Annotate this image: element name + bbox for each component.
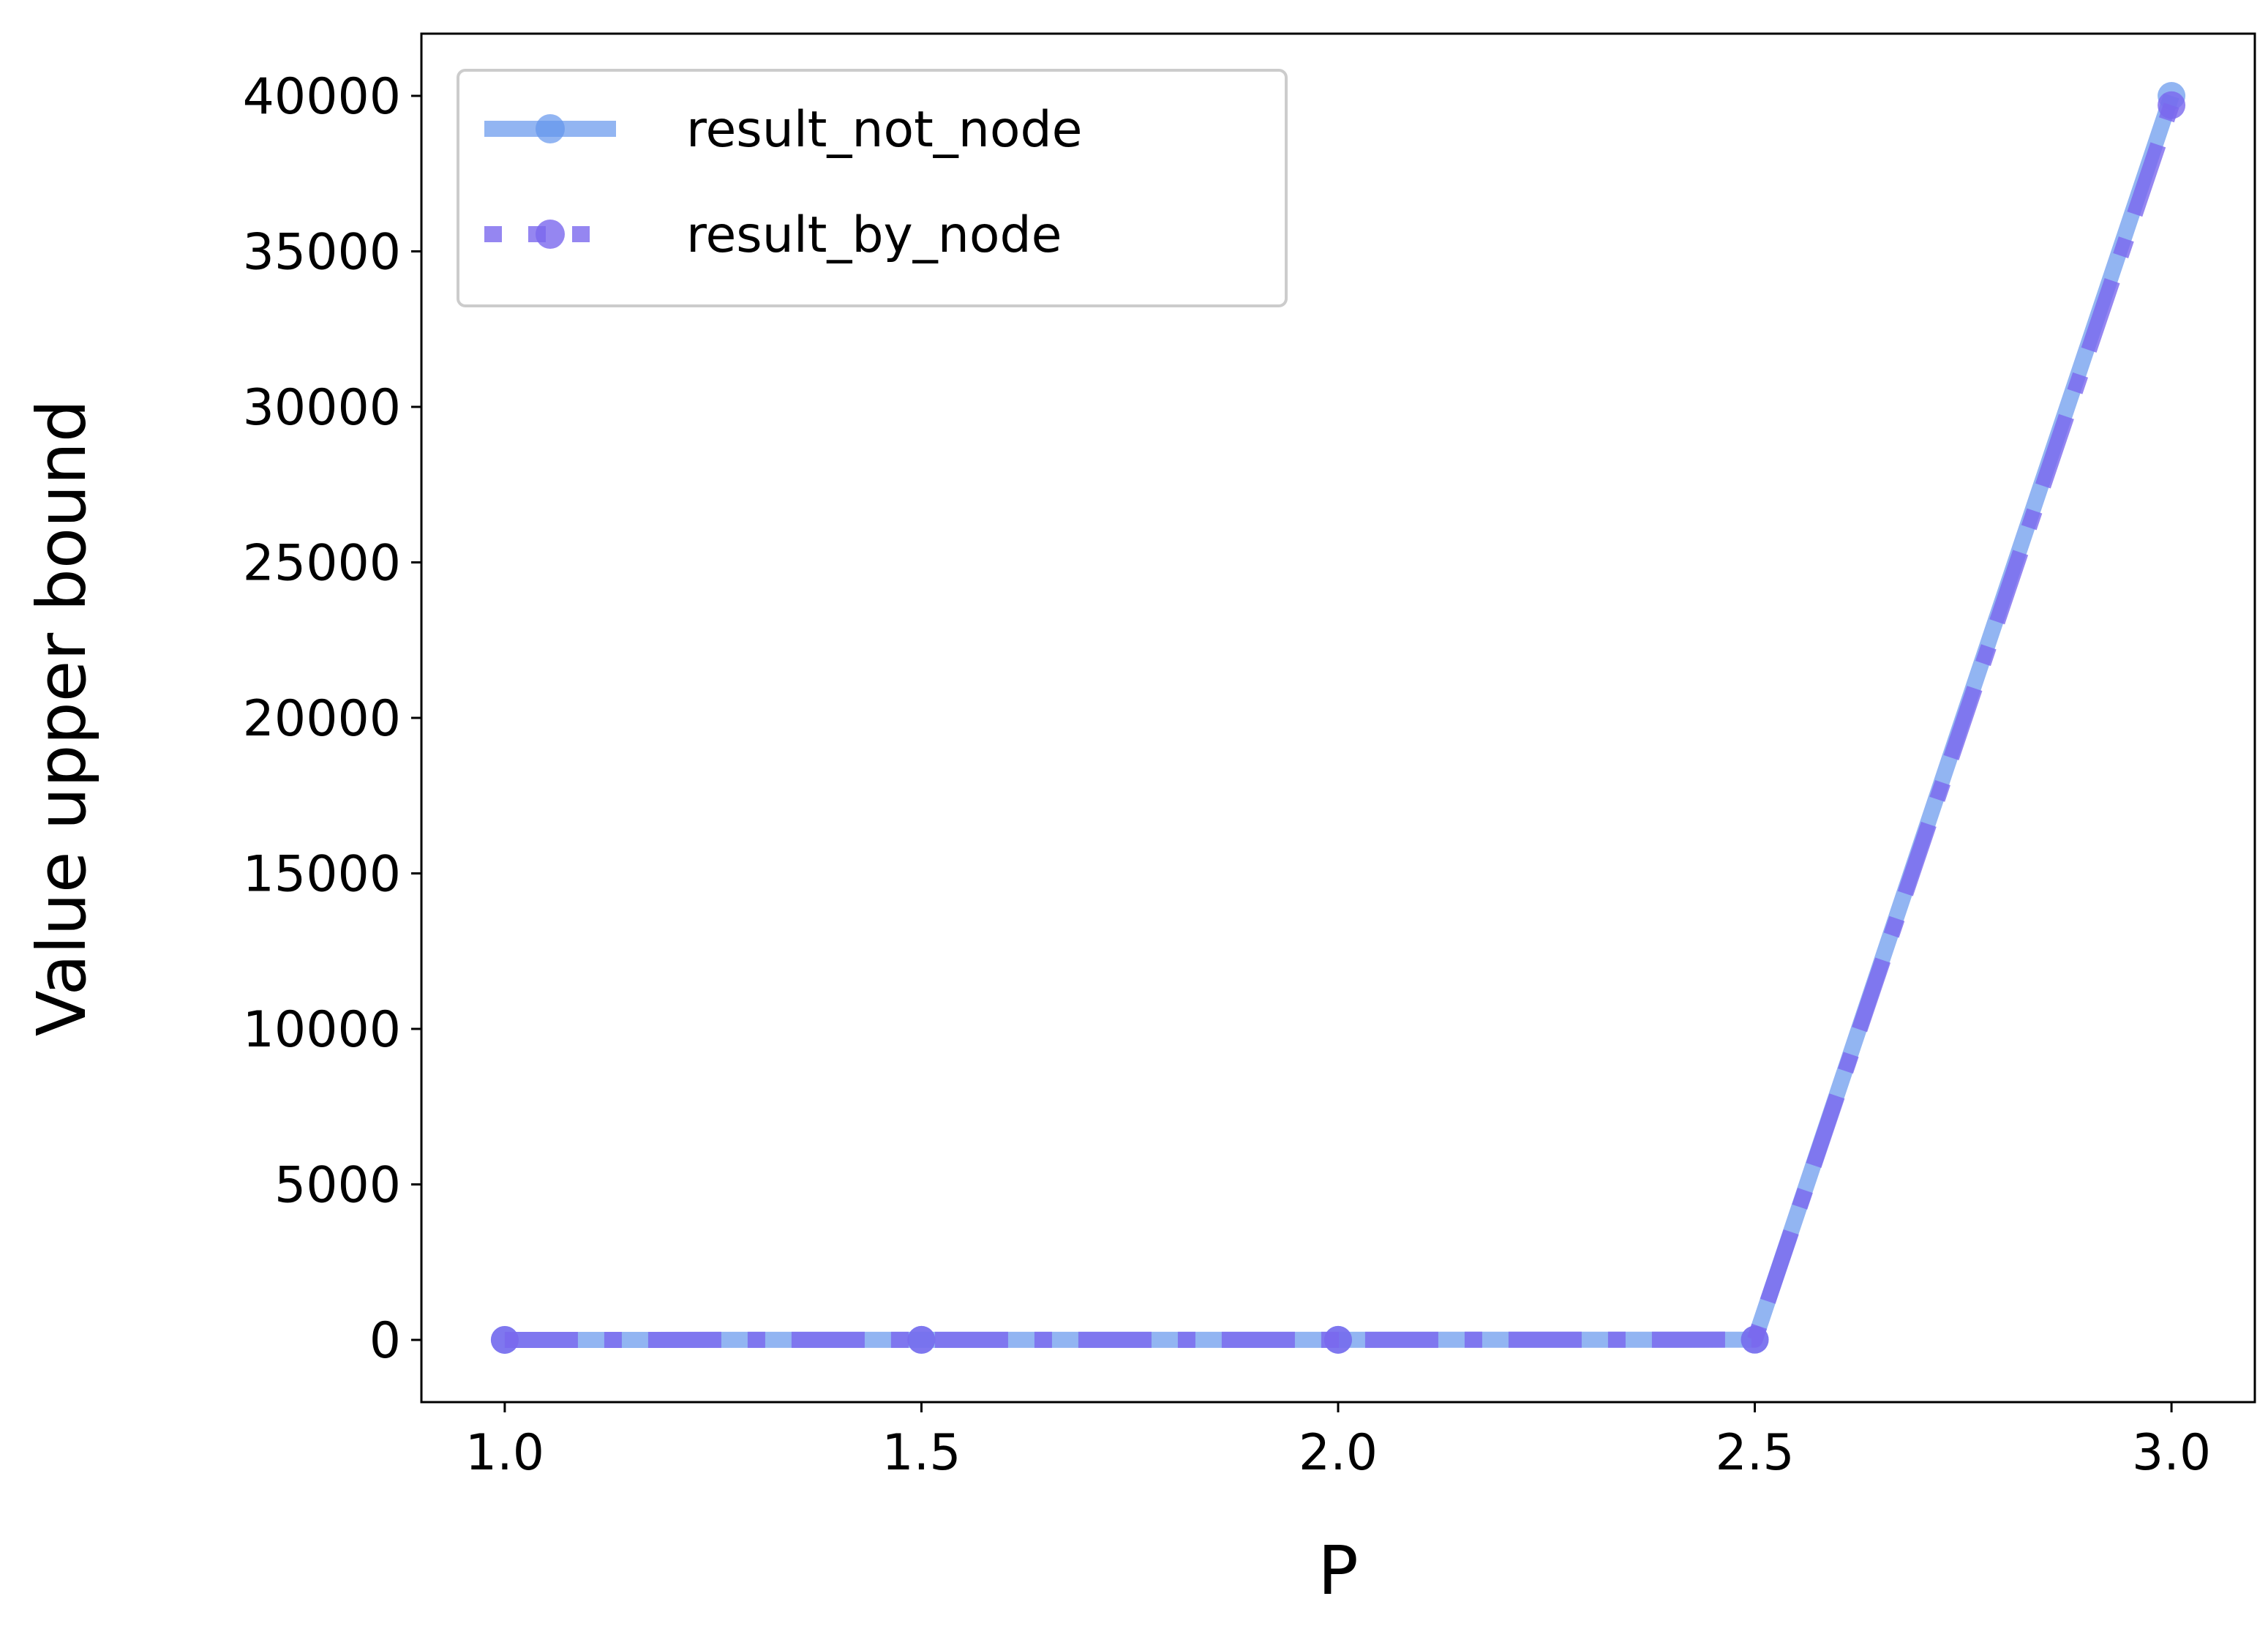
data-point-result-by-node [1324, 1325, 1352, 1354]
x-tick-label: 1.0 [465, 1424, 544, 1482]
y-tick-label: 10000 [243, 1001, 401, 1059]
y-tick-label: 15000 [243, 846, 401, 904]
data-point-result-by-node [907, 1325, 936, 1354]
y-tick-label: 25000 [243, 535, 401, 593]
legend-item-result-by-node: result_by_node [484, 206, 1062, 264]
series-layer [490, 82, 2186, 1354]
legend-label-result-not-node: result_not_node [686, 101, 1082, 159]
x-tick-label: 1.5 [882, 1424, 961, 1482]
legend-frame [457, 69, 1288, 307]
y-tick-label: 5000 [274, 1157, 401, 1215]
y-tick-label: 30000 [243, 379, 401, 437]
x-tick-label: 2.5 [1715, 1424, 1794, 1482]
y-tick-label: 40000 [243, 68, 401, 126]
legend-item-result-not-node: result_not_node [484, 101, 1082, 159]
x-tick-label: 3.0 [2132, 1424, 2211, 1482]
legend: result_not_node result_by_node [457, 69, 1288, 307]
y-tick-label: 20000 [243, 690, 401, 748]
x-tick-label: 2.0 [1299, 1424, 1378, 1482]
data-point-result-by-node [2158, 91, 2186, 119]
data-point-result-by-node [490, 1325, 519, 1354]
data-point-result-by-node [1741, 1325, 1769, 1354]
y-axis-ticks: 0 5000 10000 15000 20000 25000 30000 35000 40000 [243, 68, 421, 1370]
x-axis-label: P [1318, 1532, 1358, 1610]
legend-label-result-by-node: result_by_node [686, 206, 1062, 264]
y-tick-label: 0 [369, 1312, 401, 1370]
x-axis-ticks: 1.0 1.5 2.0 2.5 3.0 [465, 1402, 2211, 1482]
y-axis-label: Value upper bound [23, 400, 101, 1036]
y-tick-label: 35000 [243, 224, 401, 282]
legend-marker-result-not-node [536, 114, 565, 143]
legend-marker-result-by-node [536, 220, 565, 249]
